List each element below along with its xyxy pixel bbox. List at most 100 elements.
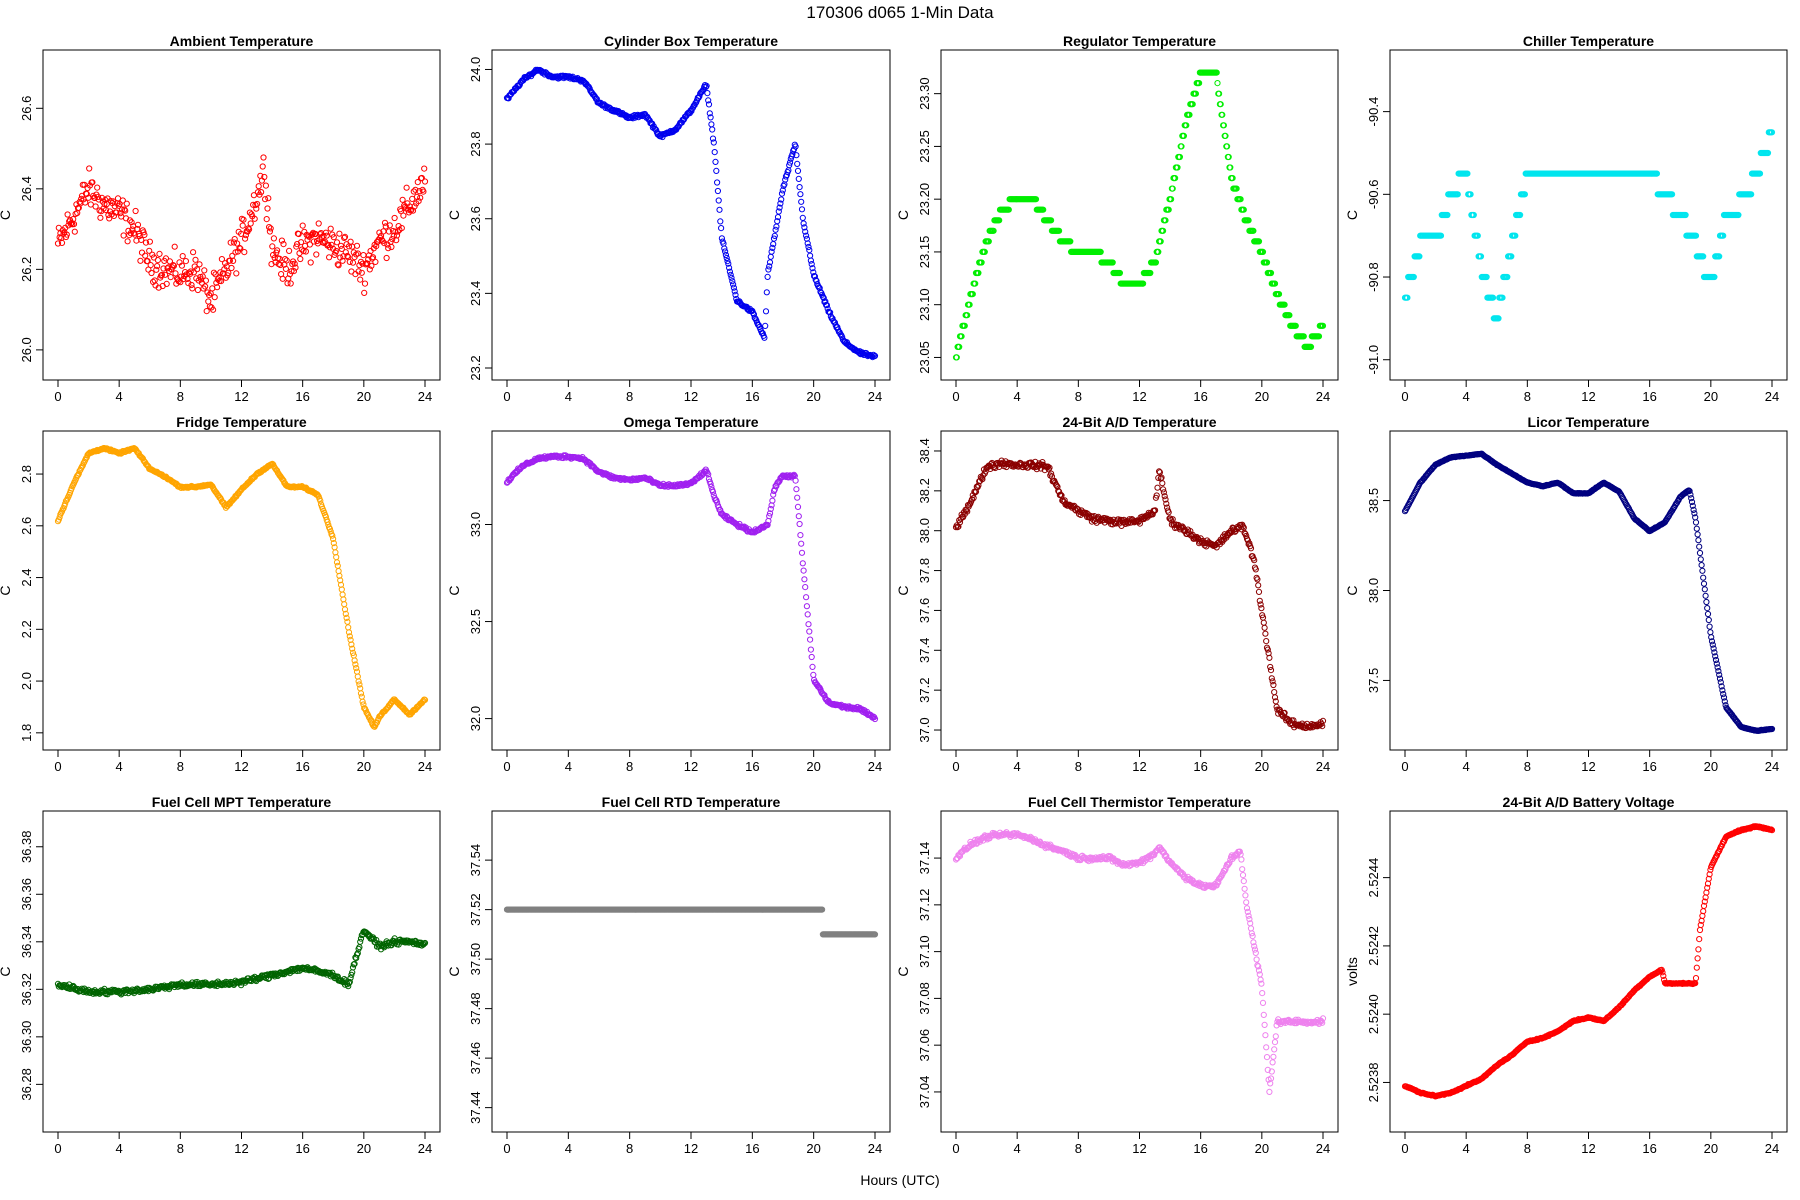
data-point bbox=[334, 562, 341, 569]
x-tick-label: 4 bbox=[116, 389, 123, 404]
data-point bbox=[1704, 610, 1712, 618]
data-point bbox=[300, 248, 307, 255]
data-point bbox=[972, 280, 979, 287]
data-point bbox=[794, 494, 801, 501]
data-point bbox=[260, 154, 267, 161]
data-point bbox=[1250, 227, 1257, 234]
data-point bbox=[797, 532, 804, 539]
data-point bbox=[147, 262, 154, 269]
plot-frame bbox=[940, 49, 1339, 381]
data-series bbox=[54, 154, 429, 315]
data-point bbox=[270, 235, 277, 242]
x-tick-label: 0 bbox=[54, 1141, 61, 1156]
x-tick-label: 20 bbox=[806, 1141, 820, 1156]
data-point bbox=[713, 167, 720, 174]
data-point bbox=[170, 262, 177, 269]
y-tick-label: 36.28 bbox=[19, 1068, 34, 1101]
data-point bbox=[702, 84, 709, 91]
data-point bbox=[715, 197, 722, 204]
data-point bbox=[345, 624, 352, 631]
data-point bbox=[1696, 543, 1703, 550]
data-point bbox=[803, 603, 811, 610]
x-tick-label: 4 bbox=[565, 389, 572, 404]
y-tick-label: 36.34 bbox=[19, 926, 34, 959]
data-point bbox=[1444, 211, 1451, 219]
data-point bbox=[1183, 122, 1190, 129]
data-point bbox=[154, 257, 161, 264]
y-tick-label: 37.06 bbox=[917, 1029, 932, 1062]
data-point bbox=[1157, 238, 1164, 245]
data-point bbox=[165, 264, 172, 271]
data-point bbox=[1237, 196, 1244, 203]
data-point bbox=[237, 245, 244, 252]
data-point bbox=[1255, 238, 1263, 245]
data-point bbox=[1176, 153, 1184, 161]
data-point bbox=[768, 248, 775, 255]
data-point bbox=[1152, 259, 1160, 266]
data-point bbox=[964, 312, 971, 319]
chart-title: Ambient Temperature bbox=[170, 33, 314, 49]
x-tick-label: 0 bbox=[503, 389, 510, 404]
data-point bbox=[341, 234, 348, 241]
y-tick-label: 38.0 bbox=[1366, 578, 1381, 603]
data-point bbox=[326, 254, 333, 261]
data-point bbox=[385, 245, 392, 252]
chart-title: Cylinder Box Temperature bbox=[604, 33, 778, 49]
data-point bbox=[958, 333, 965, 340]
data-point bbox=[809, 663, 816, 671]
x-tick-label: 0 bbox=[952, 759, 959, 774]
data-point bbox=[730, 284, 738, 291]
figure-title: 170306 d065 1-Min Data bbox=[806, 3, 994, 22]
y-tick-label: 37.44 bbox=[468, 1091, 483, 1124]
data-point bbox=[1154, 484, 1161, 491]
x-tick-label: 12 bbox=[1132, 389, 1146, 404]
data-point bbox=[339, 257, 346, 264]
data-point bbox=[1706, 623, 1713, 630]
chart-title: Omega Temperature bbox=[623, 414, 758, 430]
data-point bbox=[709, 488, 717, 495]
chart-title: Fuel Cell RTD Temperature bbox=[602, 794, 781, 810]
x-tick-label: 24 bbox=[868, 759, 882, 774]
data-point bbox=[1764, 149, 1772, 157]
x-tick-label: 16 bbox=[1193, 1141, 1207, 1156]
data-point bbox=[1056, 227, 1063, 234]
data-point bbox=[162, 255, 169, 262]
data-point bbox=[101, 200, 108, 208]
data-point bbox=[255, 183, 262, 190]
data-point bbox=[116, 200, 123, 207]
data-series bbox=[54, 445, 429, 730]
data-point bbox=[1720, 232, 1727, 239]
x-tick-label: 0 bbox=[503, 1141, 510, 1156]
data-point bbox=[798, 198, 805, 205]
data-point bbox=[777, 200, 784, 207]
data-point bbox=[712, 158, 719, 165]
data-point bbox=[250, 201, 257, 208]
data-point bbox=[1147, 269, 1154, 277]
data-point bbox=[732, 291, 739, 298]
data-point bbox=[251, 215, 258, 222]
data-point bbox=[797, 191, 804, 198]
x-tick-label: 24 bbox=[1316, 759, 1330, 774]
data-point bbox=[1315, 333, 1323, 340]
data-point bbox=[298, 239, 305, 246]
data-point bbox=[307, 259, 314, 266]
x-tick-label: 24 bbox=[868, 389, 882, 404]
data-point bbox=[166, 258, 173, 265]
x-tick-label: 12 bbox=[684, 1141, 698, 1156]
data-point bbox=[1033, 466, 1040, 473]
data-point bbox=[1467, 191, 1474, 198]
chart-title: Fridge Temperature bbox=[176, 414, 307, 430]
data-point bbox=[1756, 170, 1764, 177]
data-point bbox=[1262, 630, 1269, 637]
data-point bbox=[798, 540, 805, 547]
data-point bbox=[1109, 259, 1116, 266]
data-point bbox=[328, 241, 335, 248]
data-point bbox=[710, 139, 717, 146]
data-point bbox=[764, 521, 771, 529]
data-point bbox=[1233, 185, 1240, 192]
x-tick-label: 12 bbox=[1132, 1141, 1146, 1156]
x-tick-label: 8 bbox=[626, 759, 633, 774]
